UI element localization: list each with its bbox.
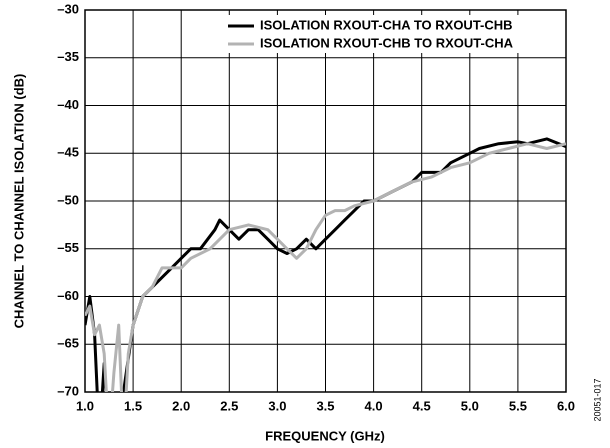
x-tick-label: 6.0 (557, 398, 575, 413)
y-tick-label: –50 (57, 192, 79, 207)
y-tick-label: –45 (57, 145, 79, 160)
x-axis-title: FREQUENCY (GHz) (265, 428, 385, 443)
legend-label: ISOLATION RXOUT-CHB TO RXOUT-CHA (260, 35, 514, 50)
x-tick-label: 5.5 (509, 398, 527, 413)
y-tick-label: –30 (57, 1, 79, 16)
x-tick-label: 1.5 (124, 398, 142, 413)
y-tick-label: –70 (57, 383, 79, 398)
y-tick-label: –40 (57, 97, 79, 112)
y-tick-label: –65 (57, 336, 79, 351)
x-tick-label: 4.5 (413, 398, 431, 413)
figure-code: 20051-017 (592, 378, 602, 421)
x-tick-label: 4.0 (365, 398, 383, 413)
plot-lines (85, 137, 566, 392)
legend-label: ISOLATION RXOUT-CHA TO RXOUT-CHB (260, 17, 513, 32)
x-tick-label: 2.5 (220, 398, 238, 413)
x-tick-label: 5.0 (461, 398, 479, 413)
x-tick-label: 3.5 (316, 398, 334, 413)
plot-frame (84, 9, 567, 393)
legend-box (223, 15, 561, 53)
series-line (85, 142, 566, 392)
y-axis-title: CHANNEL TO CHANNEL ISOLATION (dB) (11, 74, 26, 329)
x-tick-label: 1.0 (76, 398, 94, 413)
y-tick-label: –35 (57, 49, 79, 64)
series-line (85, 137, 566, 392)
y-tick-label: –60 (57, 288, 79, 303)
x-tick-label: 2.0 (172, 398, 190, 413)
x-tick-label: 3.0 (268, 398, 286, 413)
y-tick-label: –55 (57, 240, 79, 255)
